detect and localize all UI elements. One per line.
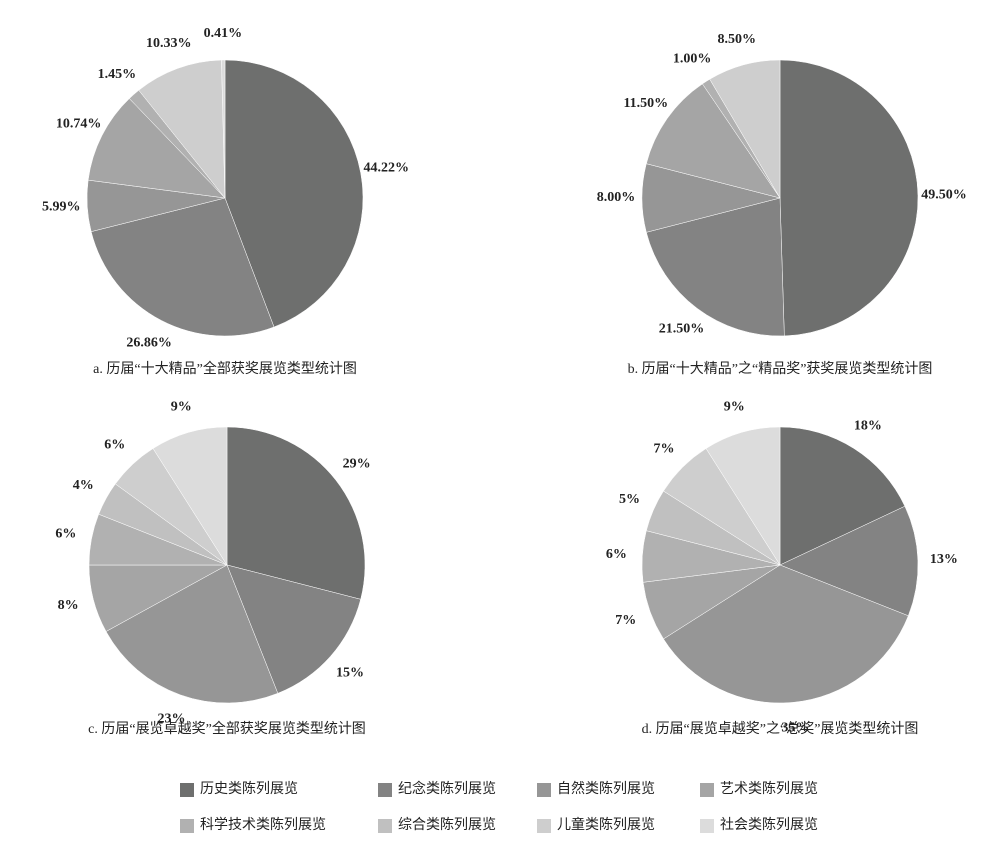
pie-slice — [105, 564, 279, 704]
pie-slice — [138, 59, 226, 199]
value-label: 1.00% — [673, 52, 712, 67]
value-label: 5% — [619, 492, 640, 507]
value-label: 0.41% — [204, 26, 243, 41]
value-label: 5.99% — [42, 200, 81, 215]
value-label: 8.00% — [597, 190, 636, 205]
value-label: 7% — [615, 613, 636, 628]
pie-slice — [221, 59, 226, 199]
pie-title: b. 历届“十大精品”之“精品奖”获奖展览类型统计图 — [628, 360, 933, 377]
value-label: 4% — [73, 478, 94, 493]
pie-slice — [90, 197, 275, 337]
legend-label: 儿童类陈列展览 — [557, 816, 655, 833]
value-label: 7% — [654, 441, 675, 456]
legend-label: 历史类陈列展览 — [200, 780, 298, 797]
pie-slice — [663, 564, 909, 704]
value-label: 11.50% — [623, 96, 668, 111]
value-label: 35% — [781, 720, 809, 735]
pie-slice — [779, 505, 919, 617]
pie-slice — [152, 426, 228, 566]
legend-label: 艺术类陈列展览 — [720, 780, 818, 797]
value-label: 49.50% — [921, 188, 967, 203]
legend-swatch — [537, 783, 551, 797]
value-label: 9% — [724, 400, 745, 415]
value-label: 10.33% — [146, 36, 192, 51]
pie-slice — [779, 426, 906, 566]
value-label: 6% — [55, 526, 76, 541]
value-label: 23% — [157, 712, 185, 727]
pie-slice — [779, 59, 919, 337]
pie-slice — [646, 197, 785, 337]
pie-slice — [705, 426, 781, 566]
value-label: 13% — [930, 552, 958, 567]
pie-slice — [87, 98, 226, 199]
value-label: 10.74% — [56, 116, 102, 131]
legend-label: 自然类陈列展览 — [557, 780, 655, 797]
value-label: 6% — [104, 438, 125, 453]
legend-label: 科学技术类陈列展览 — [200, 816, 326, 833]
legend-label: 社会类陈列展览 — [720, 816, 818, 833]
value-label: 6% — [606, 547, 627, 562]
legend-label: 纪念类陈列展览 — [398, 780, 496, 797]
pie-title: c. 历届“展览卓越奖”全部获奖展览类型统计图 — [88, 720, 366, 737]
value-label: 9% — [171, 400, 192, 415]
pie-slice — [646, 83, 781, 199]
legend-label: 综合类陈列展览 — [398, 816, 496, 833]
value-label: 26.86% — [126, 336, 172, 351]
pie-title: a. 历届“十大精品”全部获奖展览类型统计图 — [93, 360, 357, 377]
value-label: 15% — [336, 666, 364, 681]
legend-swatch — [378, 783, 392, 797]
value-label: 8.50% — [717, 32, 756, 47]
value-label: 1.45% — [98, 67, 137, 82]
value-label: 21.50% — [659, 321, 705, 336]
value-label: 18% — [854, 419, 882, 434]
value-label: 29% — [343, 457, 371, 472]
legend-swatch — [537, 819, 551, 833]
pie-title: d. 历届“展览卓越奖”之“总奖”展览类型统计图 — [642, 720, 919, 737]
pie-slice — [226, 564, 361, 694]
pie-slice — [709, 59, 781, 199]
value-label: 44.22% — [364, 161, 410, 176]
pie-slice — [224, 59, 364, 328]
legend-swatch — [180, 783, 194, 797]
legend-swatch — [700, 819, 714, 833]
legend-swatch — [180, 819, 194, 833]
pie-slice — [226, 426, 366, 600]
value-label: 8% — [58, 598, 79, 613]
legend-swatch — [700, 783, 714, 797]
legend-swatch — [378, 819, 392, 833]
